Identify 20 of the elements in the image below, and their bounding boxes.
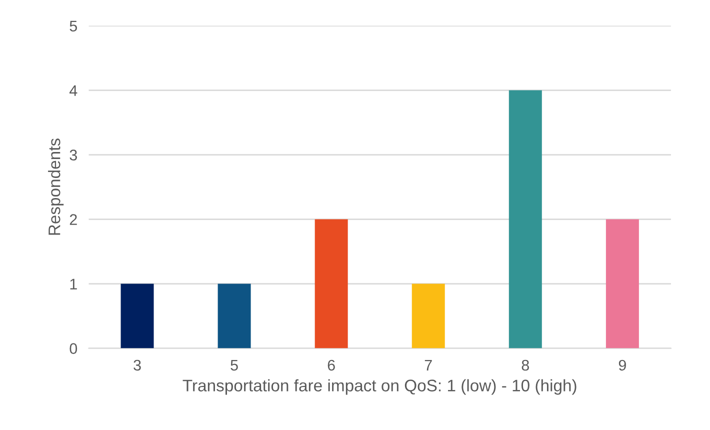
bar — [314, 219, 348, 348]
y-tick-label: 5 — [70, 20, 77, 32]
y-tick-label: 0 — [70, 343, 78, 354]
x-axis-title: Transportation fare impact on QoS: 1 (low) - 10 (high) — [182, 379, 576, 395]
y-axis-title: Respondents — [48, 138, 64, 235]
bar — [120, 284, 154, 348]
bar — [412, 284, 445, 348]
x-tick-label: 5 — [230, 360, 238, 371]
y-tick-label: 2 — [70, 214, 77, 225]
x-tick-label: 8 — [522, 360, 529, 371]
y-tick-label: 3 — [70, 150, 77, 160]
x-tick-label: 7 — [424, 360, 432, 370]
x-tick-label: 6 — [328, 360, 335, 371]
x-tick-label: 9 — [618, 360, 626, 371]
bar — [218, 284, 251, 348]
bar — [508, 90, 542, 348]
bar — [606, 219, 639, 348]
x-tick-label: 3 — [134, 360, 141, 371]
y-tick-label: 4 — [69, 85, 78, 96]
y-tick-label: 1 — [70, 278, 77, 290]
